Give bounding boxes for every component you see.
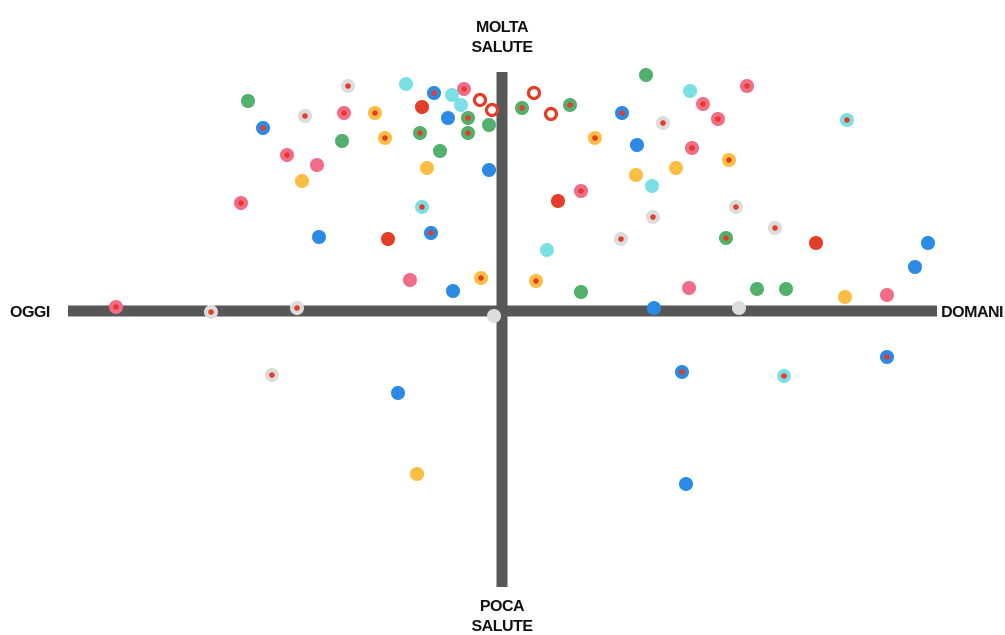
point [312, 230, 326, 244]
point [921, 236, 935, 250]
point-center [650, 214, 656, 220]
point-center [519, 105, 525, 111]
point [574, 285, 588, 299]
point-center [744, 83, 750, 89]
point-center [382, 135, 388, 141]
point [441, 111, 455, 125]
point [683, 84, 697, 98]
point-center [781, 373, 787, 379]
point [526, 85, 542, 101]
point [630, 138, 644, 152]
right-label: DOMANI [941, 304, 1003, 321]
top-label: MOLTA [476, 19, 529, 36]
point [482, 118, 496, 132]
point-center [679, 369, 685, 375]
point [551, 194, 565, 208]
point [399, 77, 413, 91]
point-center [461, 86, 467, 92]
point [779, 282, 793, 296]
bottom-label: SALUTE [472, 618, 534, 635]
top-label: SALUTE [472, 39, 534, 56]
point [433, 144, 447, 158]
point-center [578, 188, 584, 194]
point-center [884, 354, 890, 360]
point-center [431, 90, 437, 96]
point-center [723, 235, 729, 241]
point-center [715, 116, 721, 122]
point-center [294, 305, 300, 311]
point [454, 98, 468, 112]
point [750, 282, 764, 296]
point [310, 158, 324, 172]
point-center [689, 145, 695, 151]
point [241, 94, 255, 108]
point [645, 179, 659, 193]
point-center [772, 225, 778, 231]
point-center [733, 204, 739, 210]
point-center [478, 275, 484, 281]
point [420, 161, 434, 175]
point [403, 273, 417, 287]
point [682, 281, 696, 295]
point [487, 309, 501, 323]
point [484, 102, 500, 118]
point-center [113, 304, 119, 310]
point [669, 161, 683, 175]
point-center [592, 135, 598, 141]
point [629, 168, 643, 182]
point-center [844, 117, 850, 123]
point [639, 68, 653, 82]
point [482, 163, 496, 177]
point [445, 88, 459, 102]
point [540, 243, 554, 257]
point-center [345, 83, 351, 89]
point-center [465, 115, 471, 121]
point-center [269, 372, 275, 378]
point [880, 288, 894, 302]
point [446, 284, 460, 298]
point [472, 92, 488, 108]
point [647, 301, 661, 315]
point [679, 477, 693, 491]
point-center [260, 125, 266, 131]
point-center [284, 152, 290, 158]
point [732, 301, 746, 315]
left-label: OGGI [10, 304, 50, 321]
point-center [372, 110, 378, 116]
point [908, 260, 922, 274]
point-center [465, 130, 471, 136]
point [838, 290, 852, 304]
point-center [726, 157, 732, 163]
point-center [417, 130, 423, 136]
point-center [533, 278, 539, 284]
point-center [341, 110, 347, 116]
point [391, 386, 405, 400]
point-center [238, 200, 244, 206]
point-center [419, 204, 425, 210]
point [543, 106, 559, 122]
point [381, 232, 395, 246]
bottom-label: POCA [480, 598, 525, 615]
point-center [618, 236, 624, 242]
point-center [428, 230, 434, 236]
point-center [567, 102, 573, 108]
point [295, 174, 309, 188]
point-center [700, 101, 706, 107]
point-center [619, 110, 625, 116]
point [410, 467, 424, 481]
point [335, 134, 349, 148]
point-center [660, 120, 666, 126]
point-center [302, 113, 308, 119]
point [415, 100, 429, 114]
point-center [208, 309, 214, 315]
point [809, 236, 823, 250]
